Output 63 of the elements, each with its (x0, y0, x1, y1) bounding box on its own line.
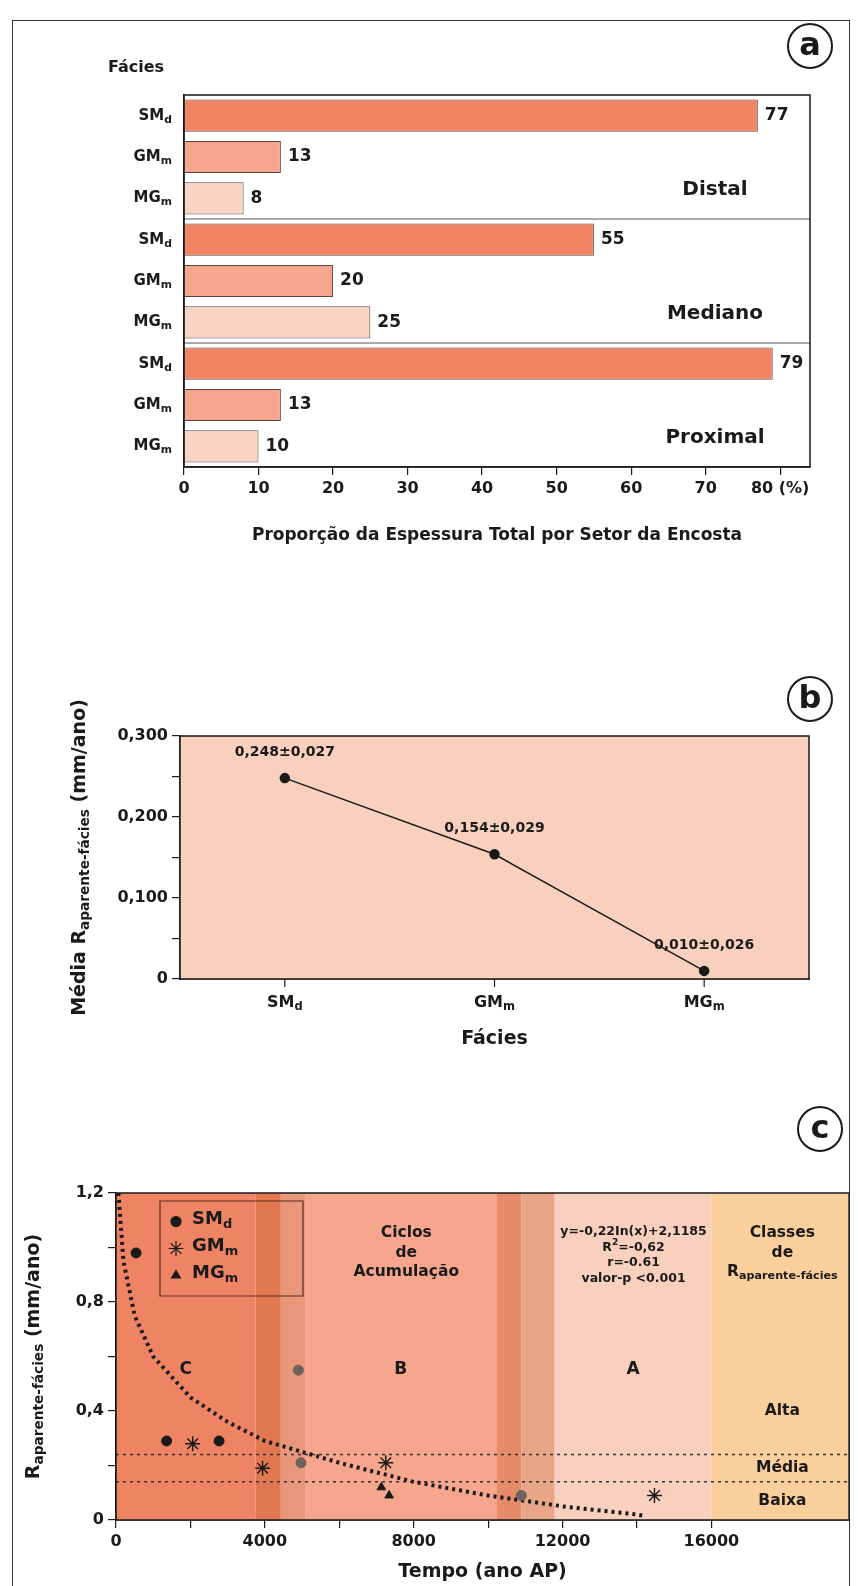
data-label: 0,010±0,026 (654, 935, 755, 952)
chart-title: b (787, 676, 833, 722)
y-tick-label: 0,8 (75, 1291, 104, 1311)
x-axis-title: Tempo (ano AP) (398, 1558, 567, 1581)
x-axis-title: Fácies (461, 1025, 528, 1048)
chart-title: c (797, 1106, 843, 1152)
x-tick-label: 80 (%) (750, 477, 810, 497)
annotation: Proximal (665, 424, 765, 449)
y-tick-label: 0,200 (117, 806, 168, 826)
chart-title: a (787, 23, 833, 69)
annotation: Ciclos de Acumulação (353, 1223, 460, 1281)
data-label: 10 (265, 434, 290, 455)
data-label: 25 (377, 310, 401, 331)
x-axis-title: Proporção da Espessura Total por Setor da Encosta (251, 524, 743, 545)
band-label: B (394, 1358, 408, 1378)
x-tick-label: 30 (396, 477, 419, 497)
x-tick-label: 70 (694, 477, 717, 497)
point (384, 1489, 394, 1499)
x-tick-label: 12000 (534, 1530, 591, 1550)
data-label: 55 (600, 228, 625, 249)
x-tick-label: 20 (321, 477, 345, 497)
point (489, 849, 500, 860)
x-tick-label: 10 (247, 477, 270, 497)
point (279, 772, 291, 784)
y-tick-label: 0,100 (117, 887, 168, 907)
point (254, 1460, 271, 1477)
point (698, 965, 710, 977)
data-label: 20 (340, 269, 364, 290)
annotation: Alta (764, 1401, 800, 1420)
point (377, 1454, 394, 1471)
point (184, 1435, 201, 1452)
data-label: 0,154±0,029 (444, 818, 545, 835)
y-tick-label: 0,4 (75, 1400, 104, 1420)
point (292, 1364, 304, 1376)
x-tick-label: 8000 (391, 1530, 436, 1550)
annotation: Mediano (666, 300, 764, 325)
y-axis-title: Fácies (108, 57, 165, 77)
data-label: 0,248±0,027 (234, 742, 335, 759)
y-axis-title: Raparente-fácies (mm/ano) (20, 1233, 46, 1480)
annotation: Distal (682, 176, 748, 201)
band-label: C (179, 1358, 193, 1378)
data-label: 8 (250, 186, 263, 207)
annotation: Média (755, 1458, 809, 1477)
data-label: 13 (287, 393, 312, 414)
y-tick-label: 0,300 (117, 725, 168, 745)
x-tick-label: 50 (545, 477, 568, 497)
x-tick-label: 60 (620, 477, 643, 497)
x-tick-label: 4000 (242, 1530, 288, 1550)
data-label: 13 (287, 145, 312, 166)
point (515, 1489, 527, 1501)
annotation: Baixa (758, 1491, 807, 1510)
x-tick-label: 16000 (683, 1530, 740, 1550)
y-tick-label: 0 (156, 968, 168, 988)
band-label: A (626, 1358, 641, 1378)
point (646, 1487, 663, 1504)
data-label: 77 (764, 104, 789, 125)
point (295, 1457, 307, 1469)
x-tick-label: 40 (470, 477, 494, 497)
y-tick-label: 1,2 (75, 1182, 104, 1202)
x-tick-label: 0 (178, 477, 190, 497)
y-tick-label: 0 (92, 1509, 104, 1529)
point (376, 1481, 387, 1491)
data-label: 79 (779, 352, 804, 373)
